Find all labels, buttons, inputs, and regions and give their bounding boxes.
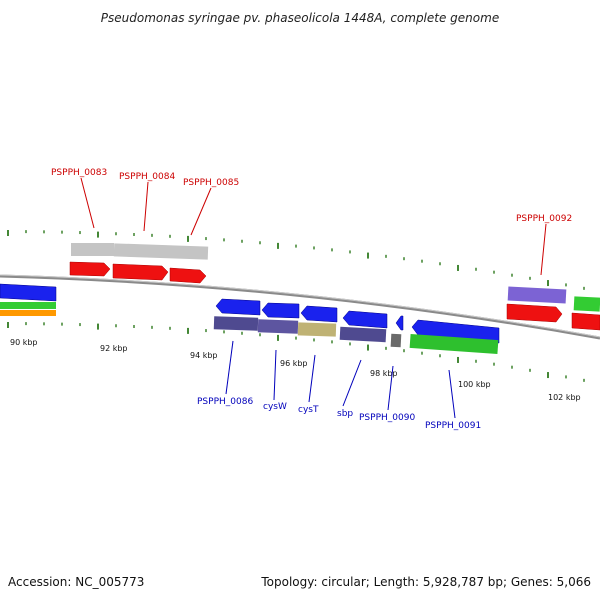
scale-labels: 90 kbp 92 kbp 94 kbp 96 kbp 98 kbp 100 k… [10,338,581,402]
gene-label-cysT: cysT [298,405,319,415]
leader-line-0090 [387,365,394,411]
leader-line-cysW [273,349,277,401]
feature-bar-0083 [71,243,114,256]
leader-line-0086 [225,340,234,395]
gene-label-sbp: sbp [337,409,353,419]
reverse-gene-labels: PSPPH_0086 cysW cysT sbp PSPPH_0090 PSPP… [197,397,481,431]
feature-bar-0090 [390,333,402,348]
scale-label: 102 kbp [548,393,581,402]
gene-label-0090: PSPPH_0090 [359,413,415,423]
scale-label: 92 kbp [100,344,128,353]
feature-bar-sbp [339,326,387,343]
reverse-gene-arrows [215,298,500,344]
scale-label: 100 kbp [458,380,491,389]
feature-bar-cysW [257,319,299,334]
forward-gene-arrows [69,261,600,331]
left-edge-genes [0,283,57,316]
feature-bar-0091 [409,333,499,355]
feature-bar-0086 [213,316,259,331]
scale-label: 98 kbp [370,369,398,378]
feature-bar-left-orange [0,310,56,316]
gene-label-0085: PSPPH_0085 [183,178,239,188]
forward-leader-lines [80,177,547,276]
upper-tick-row [7,230,585,290]
forward-gene-labels: PSPPH_0083 PSPPH_0084 PSPPH_0085 PSPPH_0… [51,168,572,224]
gene-label-0083: PSPPH_0083 [51,168,107,178]
feature-bar-cysT [297,322,337,337]
feature-bar-right-edge [573,296,600,312]
scale-label: 90 kbp [10,338,38,347]
scale-label: 96 kbp [280,359,308,368]
gene-arrow-0086 [215,298,261,316]
feature-bar-left-green [0,302,56,309]
gene-label-cysW: cysW [263,402,287,412]
gene-arrow-0085 [169,267,207,284]
lower-feature-bars [213,316,499,355]
gene-arrow-0083 [69,261,111,277]
lower-tick-row [7,322,585,382]
gene-arrow-0092 [506,303,563,323]
gene-arrow-left-blue [0,283,57,302]
leader-line-sbp [342,359,362,407]
genome-backbone [0,274,600,340]
gene-arrow-0090 [395,315,404,331]
leader-line-0092 [540,223,547,276]
accession-text: Accession: NC_005773 [8,575,144,589]
leader-line-0085 [190,187,212,236]
feature-bar-0092 [507,286,567,304]
leader-line-0091 [448,369,456,419]
gene-arrow-cysT [300,305,338,323]
genome-summary-text: Topology: circular; Length: 5,928,787 bp… [260,575,591,589]
gene-label-0092: PSPPH_0092 [516,214,572,224]
gene-label-0091: PSPPH_0091 [425,421,481,431]
reverse-leader-lines [225,340,456,419]
leader-line-0084 [143,181,149,232]
gene-arrow-cysW [261,302,300,319]
gene-features-upper-gray [71,243,209,260]
map-title: Pseudomonas syringae pv. phaseolicola 14… [101,11,499,25]
leader-line-0083 [80,177,95,229]
gene-arrow-0084 [112,263,169,281]
genome-backbone-highlight [0,274,600,338]
feature-bar-0084 [113,243,209,260]
gene-label-0086: PSPPH_0086 [197,397,253,407]
gene-arrow-sbp [342,310,388,329]
scale-label: 94 kbp [190,351,218,360]
gene-arrow-right-edge [571,312,600,331]
leader-line-cysT [308,354,316,403]
gene-label-0084: PSPPH_0084 [119,172,175,182]
